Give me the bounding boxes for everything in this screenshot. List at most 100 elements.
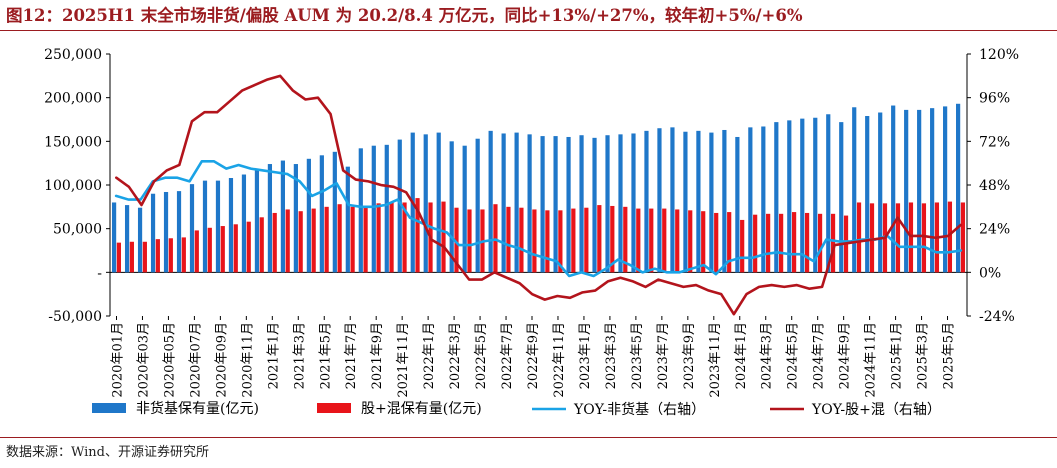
x-tick-label: 2021年5月	[318, 322, 333, 389]
x-tick-label: 2025年3月	[916, 322, 931, 389]
y-right-tick-label: -24%	[979, 309, 1015, 325]
y-right-tick-labels: -24% 0% 24% 48% 72% 96% 120%	[967, 47, 1019, 325]
bar-equity	[727, 212, 732, 273]
bar-non-monetary	[943, 106, 948, 273]
bar-non-monetary	[722, 129, 727, 273]
x-tick-label: 2020年03月	[136, 322, 151, 398]
bar-equity	[623, 206, 628, 273]
bar-equity	[895, 203, 901, 273]
bar-equity	[545, 210, 550, 273]
bar-non-monetary	[371, 145, 376, 273]
bar-equity	[233, 224, 238, 273]
x-tick-label: 2022年3月	[448, 322, 463, 389]
bar-non-monetary	[163, 191, 169, 273]
bar-non-monetary	[579, 135, 584, 273]
bar-non-monetary	[124, 205, 130, 273]
y-left-tick-label: 150,000	[44, 134, 102, 150]
bar-equity	[558, 210, 563, 273]
bar-non-monetary	[956, 103, 961, 273]
legend-label: YOY-非货基（右轴）	[573, 401, 705, 418]
bar-equity	[129, 241, 134, 273]
x-tick-label: 2021年11月	[396, 322, 411, 398]
bar-non-monetary	[449, 141, 454, 273]
bar-equity	[649, 208, 654, 273]
bar-non-monetary	[592, 137, 597, 273]
bar-non-monetary	[319, 155, 324, 273]
x-tick-label: 2021年1月	[266, 322, 281, 389]
x-tick-label: 2020年05月	[162, 322, 177, 398]
bar-equity	[701, 211, 706, 273]
chart-title: 图12：2025H1 末全市场非货/偏股 AUM 为 20.2/8.4 万亿元，…	[6, 6, 803, 25]
y-right-tick-label: 96%	[979, 91, 1010, 107]
y-left-tick-label: -50,000	[48, 309, 102, 325]
bar-non-monetary	[865, 116, 870, 273]
x-tick-label: 2020年07月	[188, 322, 203, 398]
bar-non-monetary	[150, 193, 156, 273]
x-tick-label: 2023年5月	[630, 322, 645, 389]
x-tick-label: 2024年3月	[760, 322, 775, 389]
x-tick-label: 2025年5月	[942, 322, 957, 389]
bar-equity	[804, 212, 810, 273]
bar-non-monetary	[228, 178, 234, 273]
x-tick-label: 2020年01月	[110, 322, 125, 398]
x-tick-label: 2021年3月	[292, 322, 307, 389]
line-yoy-equity	[115, 74, 963, 316]
x-tick-label: 2024年5月	[786, 322, 801, 389]
series-yoy-equity-line	[115, 74, 963, 316]
bar-equity	[908, 202, 914, 273]
bar-equity	[584, 207, 589, 273]
bar-equity	[415, 198, 420, 273]
bar-equity	[688, 210, 693, 273]
bar-equity	[376, 203, 381, 273]
bar-non-monetary	[670, 127, 675, 273]
bar-non-monetary	[384, 144, 389, 273]
bar-equity	[259, 217, 264, 273]
legend-label: 非货基保有量(亿元)	[136, 400, 259, 417]
y-right-tick-label: 120%	[979, 47, 1019, 63]
bar-equity	[947, 201, 953, 273]
footer-divider	[0, 437, 1057, 438]
bar-non-monetary	[852, 107, 857, 273]
legend-label: 股+混保有量(亿元)	[361, 401, 482, 417]
line-yoy-non-monetary	[114, 160, 963, 278]
bar-equity	[181, 237, 186, 273]
bar-equity	[311, 208, 316, 273]
bar-equity	[960, 202, 966, 273]
bar-equity	[856, 202, 862, 273]
bar-non-monetary	[176, 191, 182, 273]
chart-canvas: -50,000-50,000100,000150,000200,000250,0…	[44, 47, 1019, 418]
bar-equity	[519, 207, 524, 273]
bar-equity	[441, 201, 446, 273]
bar-non-monetary	[566, 136, 571, 273]
bar-non-monetary	[137, 207, 143, 273]
bar-equity	[817, 213, 823, 273]
bar-equity	[272, 212, 277, 273]
bar-non-monetary	[215, 180, 221, 273]
bar-non-monetary	[202, 180, 208, 273]
bar-non-monetary	[891, 105, 896, 273]
bar-non-monetary	[657, 128, 662, 273]
x-tick-label: 2024年7月	[812, 322, 827, 389]
title-divider	[0, 30, 1057, 31]
x-tick-label: 2023年11月	[708, 322, 723, 398]
bar-equity	[610, 205, 615, 273]
bar-non-monetary	[527, 134, 532, 273]
bar-non-monetary	[904, 109, 909, 273]
bar-equity	[363, 205, 368, 273]
x-tick-label: 2025年1月	[890, 322, 905, 389]
bar-non-monetary	[826, 114, 831, 273]
bar-non-monetary	[293, 164, 298, 273]
bar-non-monetary	[189, 184, 195, 273]
bar-non-monetary	[878, 112, 883, 273]
bar-non-monetary	[111, 202, 117, 273]
bar-equity	[830, 213, 836, 273]
y-left-tick-label: 200,000	[44, 91, 102, 107]
bar-non-monetary	[280, 160, 285, 273]
x-tick-labels: 2020年01月 2020年03月 2020年05月 2020年07月 2020年09月…	[110, 316, 957, 398]
bar-non-monetary	[306, 158, 311, 273]
legend-swatch	[92, 403, 126, 413]
bar-non-monetary	[540, 136, 545, 273]
bar-equity	[116, 242, 121, 273]
bar-equity	[298, 211, 303, 273]
bar-equity	[207, 227, 212, 273]
